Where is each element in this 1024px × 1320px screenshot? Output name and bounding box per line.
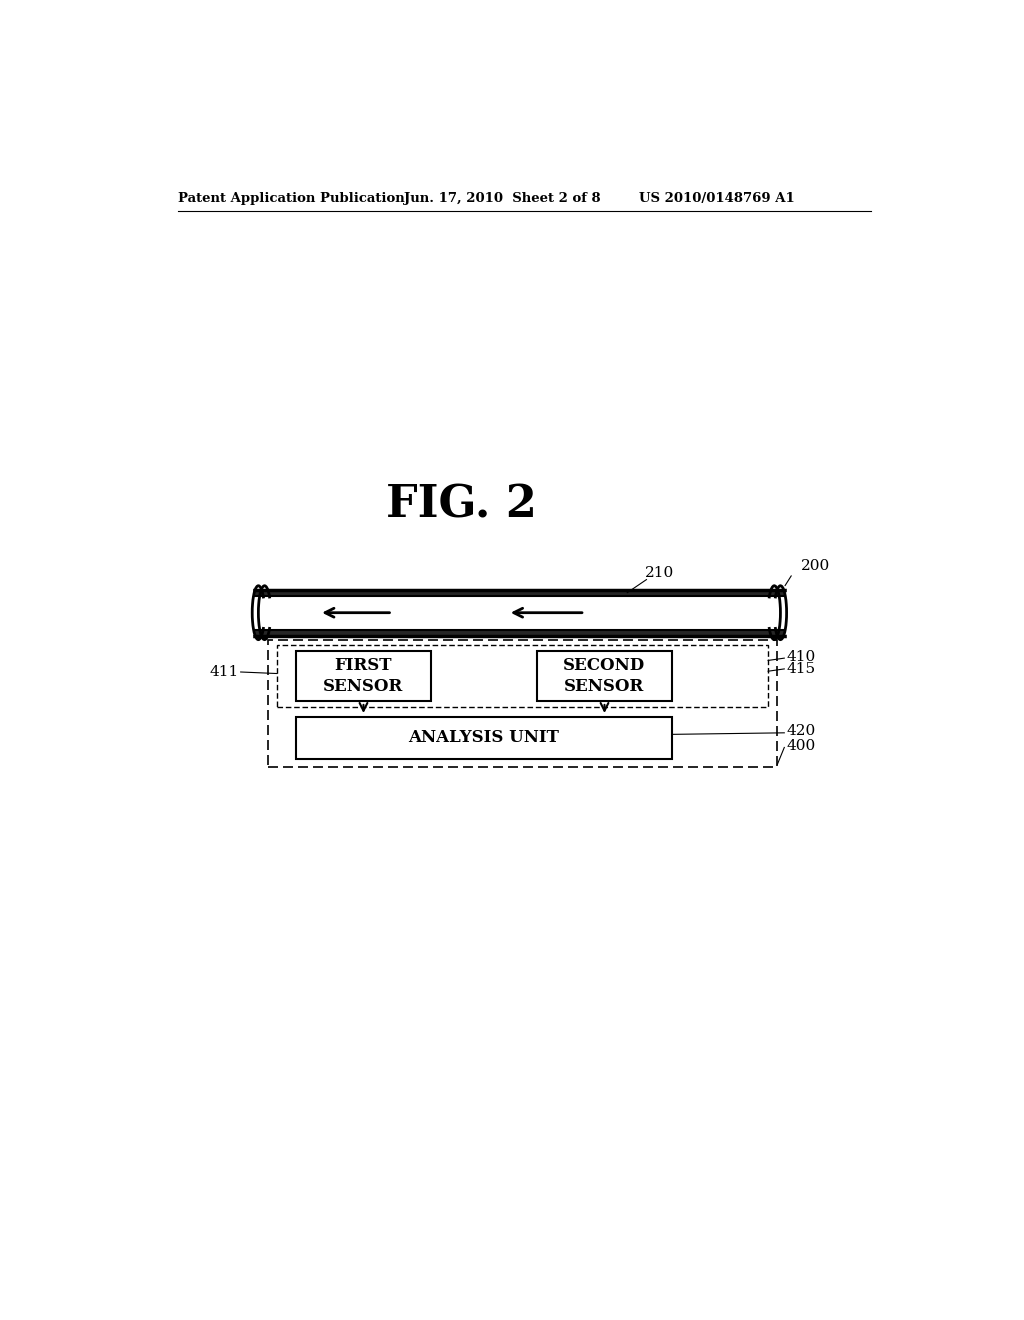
Text: FIRST
SENSOR: FIRST SENSOR [324, 657, 403, 696]
Text: US 2010/0148769 A1: US 2010/0148769 A1 [639, 191, 795, 205]
Bar [254, 590, 785, 595]
Text: 400: 400 [786, 739, 816, 752]
Bar [538, 651, 672, 701]
Text: FIG. 2: FIG. 2 [386, 483, 538, 527]
Text: ANALYSIS UNIT: ANALYSIS UNIT [409, 730, 559, 746]
Text: 411: 411 [209, 665, 239, 678]
Text: Jun. 17, 2010  Sheet 2 of 8: Jun. 17, 2010 Sheet 2 of 8 [403, 191, 600, 205]
Bar [276, 645, 768, 708]
Text: Patent Application Publication: Patent Application Publication [178, 191, 406, 205]
Bar [296, 651, 431, 701]
Text: 415: 415 [786, 661, 816, 676]
Bar [267, 640, 777, 767]
Bar [296, 717, 672, 759]
Text: 420: 420 [786, 725, 816, 738]
Bar [254, 630, 785, 636]
Text: SECOND
SENSOR: SECOND SENSOR [563, 657, 645, 696]
Text: 210: 210 [645, 566, 674, 579]
Text: 200: 200 [801, 560, 829, 573]
Text: 410: 410 [786, 651, 816, 664]
